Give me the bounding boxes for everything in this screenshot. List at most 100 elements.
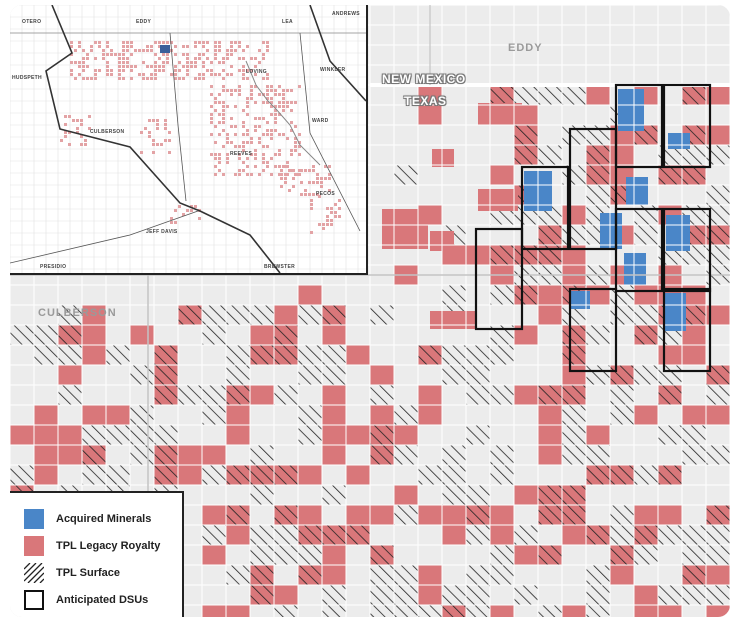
- inset-royalty-dot: [258, 61, 261, 64]
- inset-label-loving: LOVING: [246, 69, 267, 75]
- inset-label-jeff-davis: JEFF DAVIS: [146, 229, 178, 235]
- royalty-tract: [562, 525, 586, 545]
- inset-royalty-dot: [174, 77, 177, 80]
- legend-label: TPL Legacy Royalty: [56, 540, 161, 552]
- inset-royalty-dot: [266, 41, 269, 44]
- surface-tract: [658, 385, 682, 405]
- inset-royalty-dot: [202, 41, 205, 44]
- inset-royalty-dot: [254, 153, 257, 156]
- inset-royalty-dot: [158, 57, 161, 60]
- surface-tract: [370, 545, 394, 565]
- inset-royalty-dot: [88, 115, 91, 118]
- surface-tract: [82, 465, 106, 485]
- surface-tract: [514, 145, 538, 165]
- inset-royalty-dot: [246, 105, 249, 108]
- surface-tract: [34, 325, 58, 345]
- inset-royalty-dot: [198, 77, 201, 80]
- royalty-tract: [538, 445, 562, 465]
- inset-royalty-dot: [70, 73, 73, 76]
- inset-royalty-dot: [270, 85, 273, 88]
- inset-royalty-dot: [156, 123, 159, 126]
- inset-royalty-dot: [206, 41, 209, 44]
- inset-royalty-dot: [230, 53, 233, 56]
- inset-county-boundary: [45, 5, 281, 273]
- royalty-tract: [658, 505, 682, 525]
- royalty-tract: [562, 205, 586, 225]
- inset-royalty-dot: [290, 129, 293, 132]
- inset-royalty-dot: [262, 77, 265, 80]
- inset-royalty-dot: [230, 41, 233, 44]
- acquired-minerals-tract: [668, 133, 690, 149]
- inset-royalty-dot: [234, 125, 237, 128]
- inset-royalty-dot: [286, 101, 289, 104]
- inset-royalty-dot: [102, 57, 105, 60]
- royalty-tract: [34, 465, 58, 485]
- inset-royalty-dot: [142, 49, 145, 52]
- inset-royalty-dot: [106, 73, 109, 76]
- surface-tract: [490, 465, 514, 485]
- inset-royalty-dot: [328, 165, 331, 168]
- surface-tract: [154, 385, 178, 405]
- inset-royalty-dot: [214, 49, 217, 52]
- inset-royalty-dot: [198, 57, 201, 60]
- inset-royalty-dot: [254, 157, 257, 160]
- surface-tract: [226, 365, 250, 385]
- inset-royalty-dot: [218, 133, 221, 136]
- royalty-tract: [418, 585, 442, 605]
- surface-tract: [442, 585, 466, 605]
- royalty-tract: [250, 385, 274, 405]
- inset-royalty-dot: [226, 89, 229, 92]
- inset-royalty-dot: [242, 145, 245, 148]
- surface-tract: [370, 605, 394, 617]
- inset-royalty-dot: [292, 169, 295, 172]
- inset-royalty-dot: [266, 93, 269, 96]
- surface-tract: [418, 345, 442, 365]
- surface-tract: [298, 305, 322, 325]
- inset-royalty-dot: [74, 77, 77, 80]
- surface-tract: [538, 605, 562, 617]
- inset-royalty-dot: [118, 65, 121, 68]
- surface-tract: [610, 505, 634, 525]
- inset-royalty-dot: [258, 137, 261, 140]
- legend-item-tpl-surface: TPL Surface: [23, 562, 120, 584]
- inset-label-culberson: CULBERSON: [90, 129, 125, 135]
- inset-royalty-dot: [282, 89, 285, 92]
- inset-royalty-dot: [156, 127, 159, 130]
- royalty-tract: [514, 545, 538, 565]
- inset-royalty-dot: [154, 77, 157, 80]
- royalty-tract: [322, 405, 346, 425]
- inset-royalty-dot: [214, 45, 217, 48]
- surface-tract: [154, 425, 178, 445]
- royalty-tract: [58, 445, 82, 465]
- inset-royalty-dot: [250, 89, 253, 92]
- inset-royalty-dot: [218, 169, 221, 172]
- inset-royalty-dot: [230, 45, 233, 48]
- anticipated-dsu-outline: [662, 207, 712, 293]
- inset-royalty-dot: [262, 117, 265, 120]
- surface-tract: [178, 385, 202, 405]
- royalty-tract: [682, 345, 706, 365]
- inset-royalty-dot: [254, 165, 257, 168]
- inset-royalty-dot: [198, 41, 201, 44]
- inset-royalty-dot: [222, 117, 225, 120]
- surface-tract: [538, 85, 562, 105]
- inset-royalty-dot: [320, 185, 323, 188]
- inset-royalty-dot: [312, 193, 315, 196]
- surface-tract: [586, 365, 610, 385]
- inset-royalty-dot: [242, 121, 245, 124]
- inset-royalty-dot: [274, 93, 277, 96]
- inset-royalty-dot: [146, 65, 149, 68]
- inset-royalty-dot: [218, 113, 221, 116]
- inset-royalty-dot: [286, 165, 289, 168]
- inset-royalty-dot: [82, 65, 85, 68]
- surface-tract: [682, 145, 706, 165]
- inset-royalty-dot: [210, 61, 213, 64]
- inset-royalty-dot: [78, 61, 81, 64]
- royalty-tract: [538, 305, 562, 325]
- inset-royalty-dot: [222, 145, 225, 148]
- inset-royalty-dot: [238, 93, 241, 96]
- inset-royalty-dot: [262, 53, 265, 56]
- inset-royalty-dot: [326, 223, 329, 226]
- inset-royalty-dot: [118, 53, 121, 56]
- inset-royalty-dot: [166, 53, 169, 56]
